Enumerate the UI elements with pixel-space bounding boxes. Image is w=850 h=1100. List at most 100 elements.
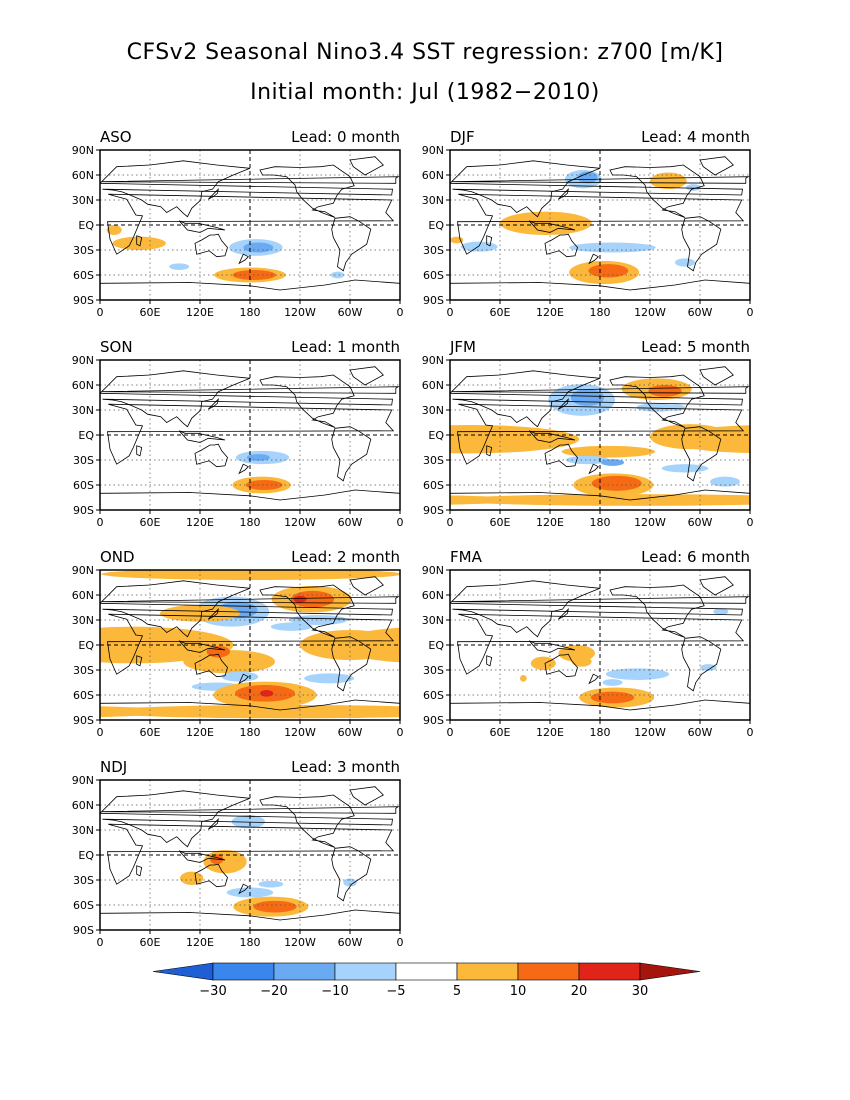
lat-tick-label: 90S [73, 714, 94, 727]
anomaly-contour [253, 900, 297, 913]
lon-tick-label: 0 [747, 516, 754, 529]
coastline [450, 580, 743, 638]
anomaly-contour [245, 480, 283, 490]
anomaly-contour [0, 586, 52, 613]
anomaly-contour [31, 272, 44, 279]
coastline [558, 607, 569, 620]
coastlines [450, 156, 750, 291]
anomaly-contour [169, 263, 190, 270]
grid-lines [100, 780, 400, 930]
coastline [194, 863, 228, 888]
anomaly-contour [407, 225, 422, 235]
lat-tick-label: 60S [423, 479, 444, 492]
lead-label: Lead: 6 month [641, 548, 750, 566]
lon-tick-label: 0 [447, 516, 454, 529]
lon-tick-label: 0 [397, 516, 404, 529]
anomaly-contour [577, 171, 598, 184]
lon-tick-label: 0 [447, 306, 454, 319]
lat-tick-label: 60N [72, 589, 94, 602]
coastline [528, 430, 576, 443]
lon-tick-label: 0 [397, 936, 404, 949]
lat-tick-label: 90N [72, 354, 94, 367]
lat-tick-label: EQ [428, 429, 444, 442]
colorbar-swatch [212, 962, 275, 981]
anomaly-contour [0, 591, 34, 608]
coastline [178, 430, 226, 443]
coastline [699, 576, 734, 596]
colorbar-arrow-low [152, 962, 214, 981]
lat-tick-label: 90N [72, 774, 94, 787]
anomaly-contour [750, 494, 850, 506]
lat-tick-label: 90N [422, 144, 444, 157]
coastline [450, 279, 750, 291]
coastline [681, 426, 722, 482]
anomaly-contour [350, 424, 430, 449]
anomaly-contour [825, 216, 850, 231]
lon-tick-label: 120E [536, 306, 564, 319]
lat-tick-label: EQ [78, 639, 94, 652]
anomaly-contour [650, 172, 687, 190]
lat-tick-label: 90S [423, 504, 444, 517]
lon-tick-label: 60E [140, 726, 161, 739]
anomaly-contour [503, 850, 546, 873]
coastline [609, 584, 705, 638]
anomaly-contour [183, 650, 275, 674]
anomaly-contour [203, 850, 247, 874]
coastline [609, 164, 705, 218]
lon-tick-label: 180 [240, 936, 261, 949]
lat-tick-label: EQ [78, 849, 94, 862]
colorbar-label: 20 [571, 984, 588, 999]
lon-tick-label: 120E [186, 516, 214, 529]
anomaly-contour [510, 854, 523, 864]
anomaly-contour [180, 871, 204, 885]
lat-tick-label: 30N [72, 824, 94, 837]
lon-tick-label: 60E [140, 516, 161, 529]
lon-tick-label: 180 [240, 516, 261, 529]
anomaly-contour [700, 664, 717, 671]
coastline [208, 817, 219, 830]
anomaly-contour [480, 872, 503, 885]
grid-lines [100, 150, 400, 300]
lon-tick-label: 0 [397, 306, 404, 319]
anomaly-contour [288, 264, 328, 277]
coastline [451, 386, 750, 394]
coastline [100, 279, 400, 291]
anomaly-contour [569, 242, 656, 253]
lon-tick-label: 0 [97, 306, 104, 319]
anomaly-contour [0, 615, 48, 625]
season-label: DJF [450, 128, 475, 146]
anomaly-contour [293, 595, 307, 603]
lat-tick-label: 30S [73, 454, 94, 467]
anomaly-contour [588, 264, 629, 278]
anomaly-contour [270, 622, 313, 631]
anomaly-contour [530, 656, 556, 670]
anomaly-contour [520, 675, 527, 682]
season-label: JFM [449, 338, 476, 356]
coastline [194, 443, 228, 468]
lon-tick-label: 60W [338, 936, 363, 949]
lat-tick-label: 90S [73, 924, 94, 937]
anomaly-contour [710, 476, 740, 487]
lead-label: Lead: 3 month [291, 758, 400, 776]
anomaly-contour [0, 623, 13, 631]
lon-tick-label: 120W [634, 516, 666, 529]
anomaly-contour [600, 459, 625, 466]
lon-tick-label: 60W [338, 306, 363, 319]
colorbar-label: −20 [260, 984, 287, 999]
anomaly-contour [450, 425, 580, 454]
coastline [238, 253, 249, 265]
lat-tick-label: EQ [78, 429, 94, 442]
lon-tick-label: 180 [590, 726, 611, 739]
lon-tick-label: 0 [397, 726, 404, 739]
lon-tick-label: 120E [186, 306, 214, 319]
anomaly-contour [602, 679, 623, 686]
coastline [609, 374, 705, 428]
coastlines [100, 786, 400, 921]
colorbar-label: 30 [632, 984, 649, 999]
coastline [238, 673, 249, 685]
coastline [100, 489, 400, 501]
anomaly-contour [0, 596, 7, 603]
lat-tick-label: 60N [72, 379, 94, 392]
lat-tick-label: 60N [72, 169, 94, 182]
